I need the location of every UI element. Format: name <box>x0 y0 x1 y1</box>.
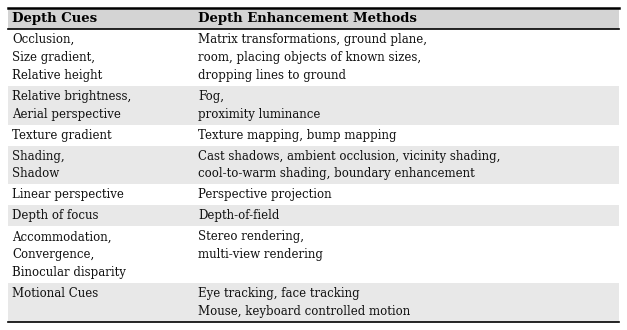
Text: dropping lines to ground: dropping lines to ground <box>198 69 346 82</box>
Text: Depth Enhancement Methods: Depth Enhancement Methods <box>198 12 417 25</box>
Text: Eye tracking, face tracking: Eye tracking, face tracking <box>198 287 360 300</box>
Bar <box>8 86 619 125</box>
Text: Convergence,: Convergence, <box>12 248 94 261</box>
Text: Size gradient,: Size gradient, <box>12 51 95 64</box>
Bar <box>8 205 619 226</box>
Text: Perspective projection: Perspective projection <box>198 188 332 201</box>
Text: Depth of focus: Depth of focus <box>12 209 98 222</box>
Text: Occlusion,: Occlusion, <box>12 33 74 46</box>
Text: Relative brightness,: Relative brightness, <box>12 90 131 103</box>
Text: Matrix transformations, ground plane,: Matrix transformations, ground plane, <box>198 33 428 46</box>
Bar <box>8 184 619 205</box>
Text: Accommodation,: Accommodation, <box>12 230 112 243</box>
Text: Fog,: Fog, <box>198 90 224 103</box>
Text: Linear perspective: Linear perspective <box>12 188 124 201</box>
Text: Depth Cues: Depth Cues <box>12 12 97 25</box>
Text: Stereo rendering,: Stereo rendering, <box>198 230 304 243</box>
Text: Texture mapping, bump mapping: Texture mapping, bump mapping <box>198 129 397 142</box>
Bar <box>8 8 619 29</box>
Bar <box>8 146 619 184</box>
Text: Depth-of-field: Depth-of-field <box>198 209 280 222</box>
Bar <box>8 226 619 283</box>
Text: proximity luminance: proximity luminance <box>198 108 321 121</box>
Text: Binocular disparity: Binocular disparity <box>12 266 126 279</box>
Text: Shading,: Shading, <box>12 149 65 163</box>
Text: Relative height: Relative height <box>12 69 102 82</box>
Bar <box>8 125 619 146</box>
Text: Shadow: Shadow <box>12 167 59 181</box>
Text: Aerial perspective: Aerial perspective <box>12 108 121 121</box>
Text: cool-to-warm shading, boundary enhancement: cool-to-warm shading, boundary enhanceme… <box>198 167 475 181</box>
Text: Cast shadows, ambient occlusion, vicinity shading,: Cast shadows, ambient occlusion, vicinit… <box>198 149 501 163</box>
Text: room, placing objects of known sizes,: room, placing objects of known sizes, <box>198 51 421 64</box>
Text: multi-view rendering: multi-view rendering <box>198 248 324 261</box>
Text: Texture gradient: Texture gradient <box>12 129 112 142</box>
Bar <box>8 29 619 86</box>
Bar <box>8 283 619 322</box>
Text: Motional Cues: Motional Cues <box>12 287 98 300</box>
Text: Mouse, keyboard controlled motion: Mouse, keyboard controlled motion <box>198 305 411 318</box>
